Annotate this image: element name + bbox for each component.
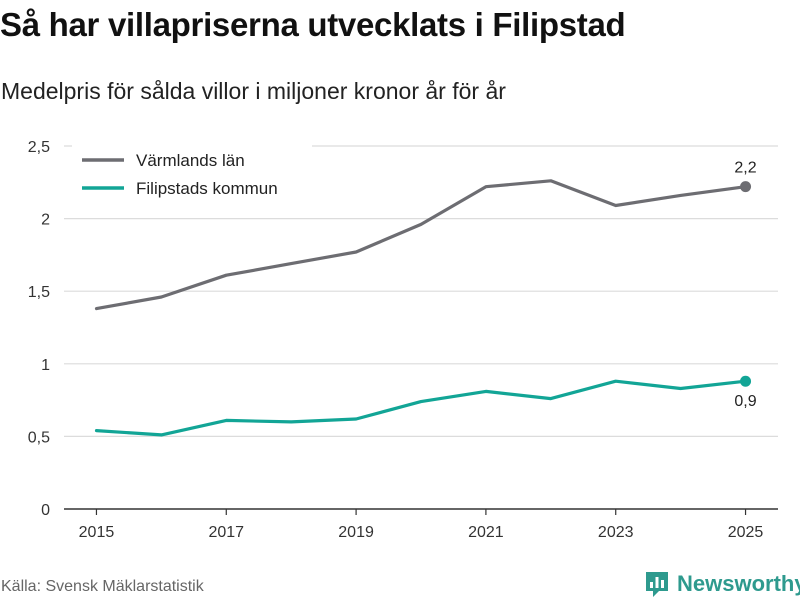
legend-label: Värmlands län <box>136 151 245 170</box>
data-label: 2,2 <box>734 160 756 177</box>
y-tick-label: 1,5 <box>28 284 50 301</box>
y-tick-label: 0,5 <box>28 429 50 446</box>
series-line <box>94 179 748 311</box>
y-tick-label: 1 <box>41 357 50 374</box>
series: 2,2 0,9 <box>94 160 757 437</box>
source-note: Källa: Svensk Mäklarstatistik <box>1 578 204 595</box>
series-line <box>94 379 748 437</box>
y-tick-label: 2 <box>41 212 50 229</box>
chart-title: Så har villapriserna utvecklats i Filips… <box>0 6 626 43</box>
end-point-marker <box>740 181 752 193</box>
end-point-marker <box>740 375 752 387</box>
x-tick-label: 2015 <box>79 524 115 541</box>
legend-background <box>72 144 312 206</box>
x-tick-label: 2023 <box>598 524 634 541</box>
legend: Värmlands län Filipstads kommun <box>72 144 312 206</box>
x-tick-label: 2025 <box>728 524 764 541</box>
brand-name: Newsworthy <box>677 571 800 596</box>
y-tick-label: 0 <box>41 502 50 519</box>
brand[interactable]: Newsworthy <box>644 570 800 598</box>
x-tick-label: 2017 <box>208 524 244 541</box>
newsworthy-logo-icon <box>646 572 668 597</box>
legend-label: Filipstads kommun <box>136 179 278 198</box>
chart-subtitle: Medelpris för sålda villor i miljoner kr… <box>1 78 506 104</box>
x-tick-label: 2021 <box>468 524 504 541</box>
x-tick-label: 2019 <box>338 524 374 541</box>
axes: 0 0,5 1 1,5 2 2,5 2015 2017 2019 2021 2023 2025 <box>28 139 778 541</box>
data-label: 0,9 <box>734 393 756 410</box>
y-tick-label: 2,5 <box>28 139 50 156</box>
